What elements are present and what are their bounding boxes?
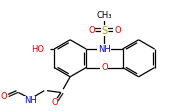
Text: O: O <box>88 26 95 35</box>
Text: O: O <box>101 63 108 72</box>
Text: HO: HO <box>31 45 44 54</box>
Text: S: S <box>101 26 108 36</box>
Text: NH: NH <box>24 96 37 105</box>
Text: O: O <box>51 98 58 107</box>
Text: O: O <box>114 26 121 35</box>
Text: O: O <box>0 92 7 101</box>
Text: NH: NH <box>98 45 111 54</box>
Text: CH₃: CH₃ <box>97 11 112 20</box>
